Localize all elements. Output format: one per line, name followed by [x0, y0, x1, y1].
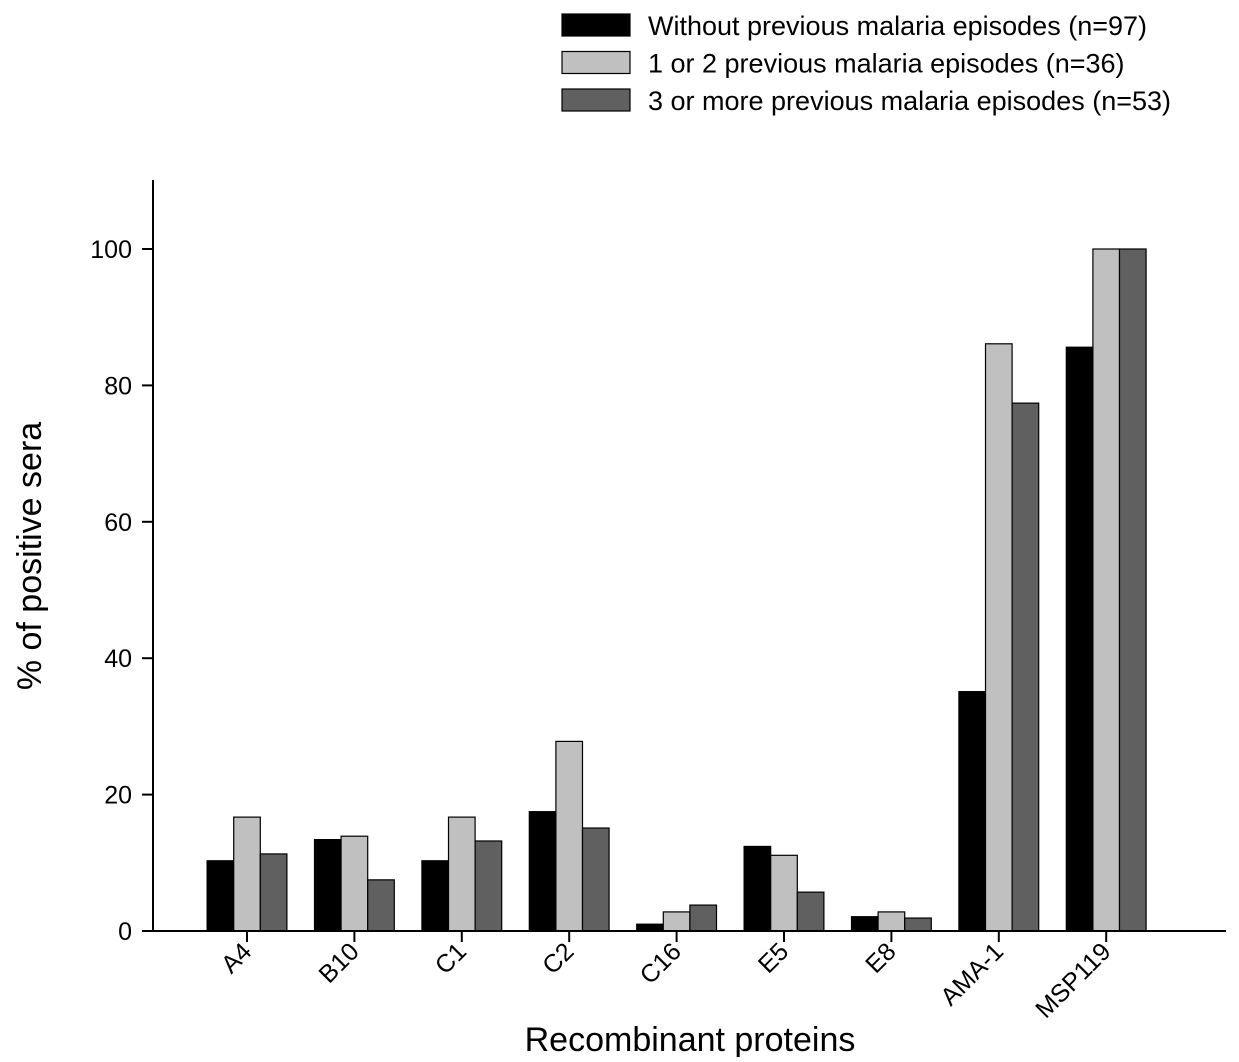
legend-label-1: Without previous malaria episodes (n=97)	[648, 11, 1147, 41]
bar-c1-series-3	[474, 840, 503, 932]
bar-e5-series-3	[796, 891, 825, 932]
y-tick-label-0: 0	[118, 918, 132, 946]
x-tick-label-b10: B10	[313, 937, 364, 988]
y-tick-label-60: 60	[104, 509, 132, 537]
bar-c1-series-1	[421, 860, 450, 932]
bar-c16-series-2	[662, 911, 691, 932]
bar-e8-series-3	[904, 917, 932, 932]
bar-ama-1-series-2	[984, 343, 1013, 932]
bar-e5-series-2	[770, 854, 798, 932]
x-tick-label-c16: C16	[635, 937, 687, 989]
bars	[206, 248, 1147, 932]
bar-a4-series-2	[233, 816, 261, 932]
legend-swatch-2	[561, 50, 631, 75]
y-tick-label-100: 100	[90, 236, 132, 264]
x-tick-label-ama-1: AMA-1	[935, 937, 1009, 1011]
bar-ama-1-series-1	[958, 691, 987, 932]
x-tick-label-a4: A4	[216, 937, 257, 978]
legend-label-3: 3 or more previous malaria episodes (n=5…	[648, 86, 1171, 116]
x-tick-label-c2: C2	[537, 937, 579, 979]
bar-msp119-series-3	[1118, 248, 1147, 932]
bar-b10-series-2	[340, 835, 369, 932]
legend-swatch-3	[561, 88, 631, 112]
y-tick-label-20: 20	[104, 782, 132, 810]
bar-e8-series-2	[877, 911, 906, 932]
bar-a4-series-1	[206, 860, 235, 932]
bar-b10-series-1	[313, 839, 342, 932]
x-tick-label-msp119: MSP119	[1030, 937, 1116, 1023]
bar-c2-series-3	[581, 827, 610, 932]
bar-c2-series-2	[555, 740, 584, 932]
legend-swatch-1	[561, 13, 631, 37]
bar-c16-series-1	[636, 923, 664, 932]
x-axis: A4 B10 C1 C2 C16 E5 E8 AMA-1 MSP119	[153, 930, 1226, 1024]
bar-msp119-series-1	[1065, 346, 1094, 932]
x-axis-title: Recombinant proteins	[525, 1021, 856, 1057]
y-tick-label-40: 40	[104, 645, 132, 673]
bar-ama-1-series-3	[1011, 402, 1040, 932]
legend-label-2: 1 or 2 previous malaria episodes (n=36)	[648, 49, 1125, 79]
bar-c1-series-2	[447, 816, 476, 932]
bar-e5-series-1	[743, 845, 772, 932]
x-tick-label-e8: E8	[860, 937, 901, 978]
bar-e8-series-1	[850, 916, 879, 932]
bar-c2-series-1	[528, 811, 557, 932]
legend: Without previous malaria episodes (n=97)…	[561, 11, 1171, 116]
y-axis: 0 20 40 60 80 100	[90, 180, 154, 946]
bar-c16-series-3	[689, 904, 718, 932]
x-tick-label-c1: C1	[430, 937, 472, 979]
bar-b10-series-3	[367, 879, 395, 932]
y-tick-label-80: 80	[104, 372, 132, 400]
bar-msp119-series-2	[1092, 248, 1121, 932]
bar-a4-series-3	[259, 853, 288, 932]
y-axis-title: % of positive sera	[11, 422, 49, 690]
x-tick-label-e5: E5	[753, 937, 794, 978]
